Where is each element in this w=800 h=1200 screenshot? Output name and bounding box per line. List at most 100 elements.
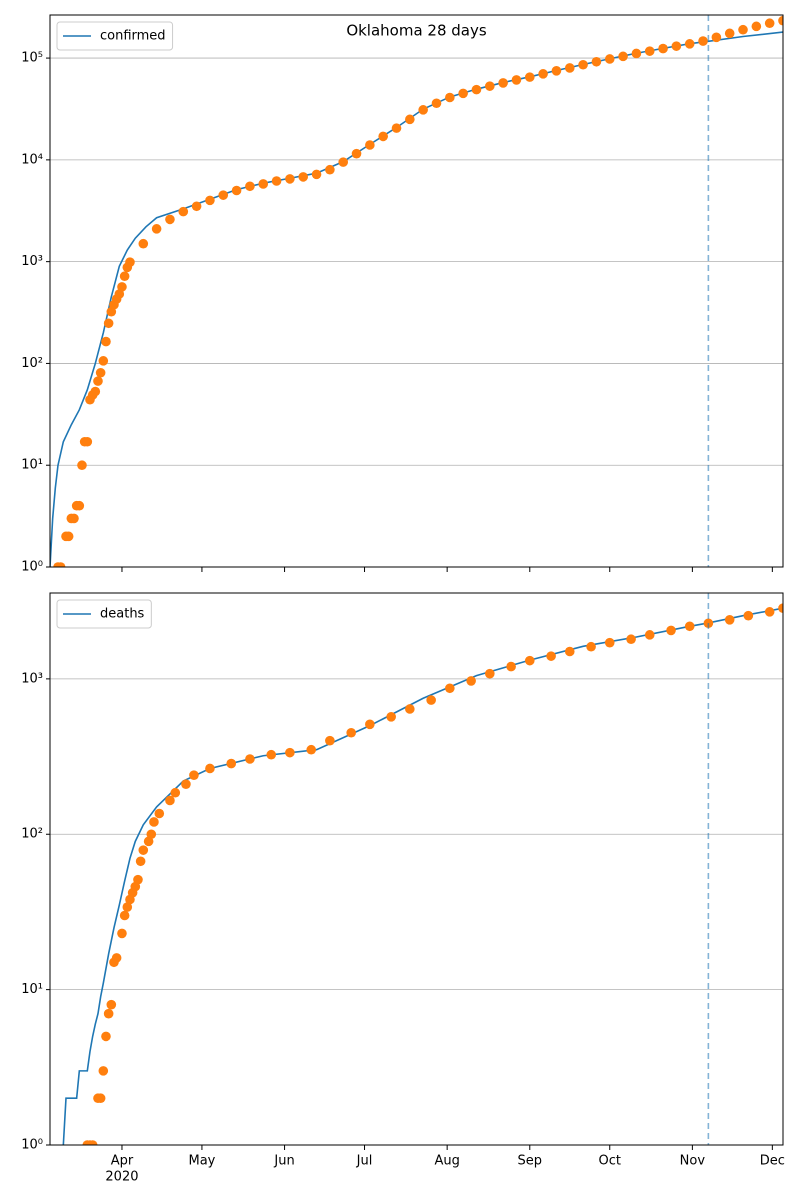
data-point — [138, 238, 149, 249]
data-point — [524, 72, 535, 82]
data-point — [119, 271, 130, 282]
data-point — [418, 105, 428, 115]
data-point — [365, 140, 375, 150]
data-point — [325, 164, 335, 175]
data-point — [778, 15, 783, 26]
data-point — [95, 1093, 106, 1104]
y-tick-label: 10³ — [21, 671, 43, 686]
data-point — [151, 224, 162, 234]
data-point — [149, 817, 159, 827]
data-point — [77, 460, 87, 471]
y-tick-label: 10⁰ — [21, 560, 43, 575]
data-point — [386, 712, 396, 722]
plot-area — [50, 15, 783, 567]
data-point — [205, 763, 215, 774]
data-point — [546, 651, 556, 661]
data-point — [181, 779, 191, 789]
data-point — [258, 179, 269, 189]
data-point — [133, 874, 143, 885]
data-point — [644, 630, 655, 640]
data-point — [103, 1008, 114, 1019]
data-point — [485, 668, 495, 679]
data-point — [764, 607, 775, 617]
legend: confirmed — [56, 21, 174, 51]
data-point — [564, 63, 575, 73]
data-point — [218, 190, 229, 200]
data-point — [98, 356, 109, 366]
data-point — [103, 318, 114, 329]
x-tick-label: Sep — [518, 1154, 543, 1169]
data-point — [684, 621, 695, 632]
y-tick-label: 10¹ — [21, 458, 43, 473]
data-point — [426, 695, 436, 705]
data-point — [591, 56, 602, 67]
data-point — [466, 676, 476, 686]
y-tick-label: 10² — [21, 356, 43, 371]
data-point — [245, 181, 255, 192]
y-tick-label: 10² — [21, 827, 43, 842]
data-point — [506, 661, 516, 672]
data-point — [644, 46, 655, 56]
data-point — [154, 808, 165, 819]
legend-box — [56, 599, 152, 629]
data-point — [90, 386, 101, 397]
data-point — [178, 206, 189, 217]
data-point — [285, 174, 295, 184]
data-point — [538, 69, 548, 79]
x-tick-label: Apr — [111, 1154, 134, 1169]
data-point — [338, 157, 349, 167]
model-line — [50, 31, 783, 567]
legend-label: deaths — [100, 607, 145, 622]
data-point — [271, 176, 282, 186]
data-point — [231, 185, 242, 196]
x-tick-label: Jun — [273, 1154, 294, 1169]
data-point — [165, 795, 175, 806]
data-point — [578, 59, 588, 70]
data-point — [119, 910, 130, 921]
data-point — [764, 18, 775, 29]
chart-panel: 10⁰ 10¹ 10² 10³ 10⁴ 10⁵ Oklahoma 28 days confir… — [21, 14, 784, 575]
data-point — [346, 727, 356, 738]
data-point — [226, 758, 237, 769]
data-point — [485, 81, 495, 91]
data-point — [711, 32, 722, 43]
data-point — [191, 201, 202, 212]
y-tick-label: 10⁵ — [21, 51, 43, 66]
data-point — [125, 257, 135, 267]
data-point — [266, 749, 277, 760]
data-point — [189, 770, 199, 780]
legend-box — [56, 21, 174, 51]
data-point — [205, 195, 215, 206]
data-point — [564, 646, 575, 657]
x-tick-label: Jul — [356, 1154, 373, 1169]
data-point — [146, 829, 157, 840]
legend: deaths — [56, 599, 152, 629]
x-tick-label: Oct — [599, 1154, 621, 1169]
data-point — [106, 999, 117, 1010]
axes-frame — [49, 14, 784, 568]
data-point — [87, 1140, 98, 1145]
data-point — [445, 683, 455, 694]
x-tick-label: May — [188, 1154, 215, 1169]
data-point — [351, 148, 362, 159]
x-tick-label: Nov — [680, 1154, 706, 1169]
data-point — [285, 747, 295, 758]
data-point — [524, 655, 535, 666]
data-point — [738, 24, 748, 35]
x-tick-label: Dec — [760, 1154, 785, 1169]
data-point — [724, 614, 735, 625]
data-point — [101, 336, 111, 347]
data-point — [551, 65, 562, 76]
data-point — [135, 856, 146, 867]
data-point — [405, 114, 415, 125]
data-point — [498, 78, 508, 88]
data-point — [666, 625, 676, 636]
data-point — [55, 562, 66, 567]
data-point — [311, 169, 322, 180]
data-point — [74, 500, 85, 511]
data-point — [405, 704, 415, 714]
data-point — [298, 172, 309, 182]
data-point — [751, 21, 762, 32]
data-point — [117, 928, 127, 939]
